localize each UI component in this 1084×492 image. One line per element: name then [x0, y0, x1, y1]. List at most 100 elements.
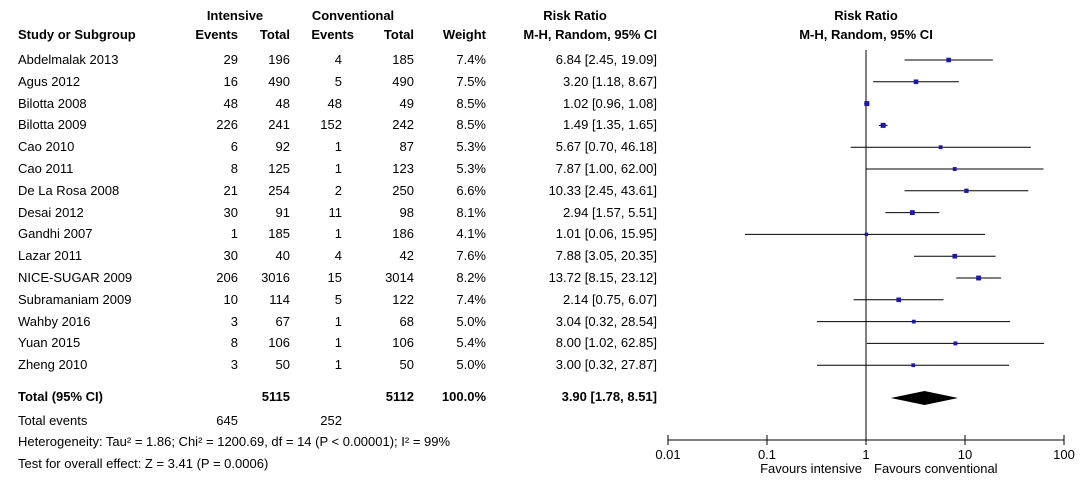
total-conventional: 123: [392, 161, 414, 176]
total-intensive: 114: [269, 291, 290, 307]
total-conventional: 68: [399, 313, 414, 329]
study-name: Yuan 2015: [18, 335, 81, 351]
total-conventional: 250: [392, 182, 414, 198]
weight: 8.5%: [456, 117, 486, 133]
point-estimate: [938, 145, 943, 150]
study-name: Cao 2011: [18, 161, 74, 176]
total-conventional: 185: [392, 52, 414, 67]
total-intensive: 92: [275, 139, 290, 155]
x-tick-label: 100: [1053, 447, 1075, 462]
point-estimate: [909, 210, 915, 216]
events-conventional: 11: [328, 204, 343, 220]
weight: 5.3%: [456, 139, 486, 155]
events-intensive: 6: [230, 139, 238, 155]
total-intensive: 40: [275, 248, 290, 264]
total-label: Total (95% CI): [18, 389, 103, 404]
header-method: M-H, Random, 95% CI: [523, 27, 657, 42]
total-conventional: 490: [392, 73, 414, 89]
total-intensive: 185: [268, 226, 290, 242]
study-name: Agus 2012: [18, 73, 81, 89]
header-intensive: Intensive: [206, 8, 264, 23]
events-conventional: 4: [334, 52, 342, 67]
weight: 4.1%: [456, 226, 486, 242]
study-name: Desai 2012: [18, 204, 84, 220]
total-intensive: 50: [275, 357, 290, 373]
total-intensive-sum: 5115: [261, 389, 290, 404]
header-conventional: Conventional: [311, 8, 395, 23]
events-conventional: 4: [334, 248, 342, 264]
events-intensive: 3: [230, 357, 238, 373]
events-intensive: 206: [216, 270, 238, 285]
events-intensive: 21: [223, 182, 238, 198]
events-conventional: 1: [334, 335, 342, 351]
events-conventional: 5: [334, 291, 342, 307]
study-name: Abdelmalak 2013: [18, 52, 119, 67]
header-method-plot: M-H, Random, 95% CI: [799, 27, 933, 42]
risk-ratio-ci: 3.00 [0.32, 27.87]: [555, 357, 657, 373]
favours-conventional-label: Favours conventional: [874, 461, 998, 476]
weight: 7.5%: [456, 73, 486, 89]
weight: 8.5%: [456, 95, 486, 111]
study-name: Gandhi 2007: [18, 226, 93, 242]
total-intensive: 3016: [261, 270, 290, 285]
study-name: Cao 2010: [18, 139, 75, 155]
total-conventional: 87: [399, 139, 414, 155]
events-conventional: 1: [334, 161, 342, 176]
risk-ratio-ci: 2.94 [1.57, 5.51]: [563, 204, 657, 220]
overall-effect-stats: Test for overall effect: Z = 3.41 (P = 0…: [18, 456, 269, 471]
study-name: NICE-SUGAR 2009: [18, 270, 133, 285]
risk-ratio-ci: 5.67 [0.70, 46.18]: [555, 139, 657, 155]
total-intensive: 254: [268, 182, 290, 198]
point-estimate: [911, 363, 916, 368]
risk-ratio-ci: 8.00 [1.02, 62.85]: [555, 335, 657, 351]
events-conventional: 1: [334, 226, 342, 242]
point-estimate: [946, 57, 951, 63]
point-estimate: [864, 232, 869, 237]
events-intensive: 1: [230, 226, 238, 242]
events-intensive: 16: [223, 73, 238, 89]
total-conventional: 50: [399, 357, 414, 373]
weight: 7.6%: [456, 248, 486, 264]
header-total-1: Total: [259, 27, 290, 42]
point-estimate: [880, 122, 886, 128]
weight: 8.2%: [456, 270, 486, 285]
weight: 5.4%: [456, 335, 486, 351]
heterogeneity-stats: Heterogeneity: Tau² = 1.86; Chi² = 1200.…: [18, 434, 451, 449]
total-conventional: 242: [392, 117, 414, 133]
total-conventional: 122: [392, 291, 414, 307]
header-risk-ratio-table: Risk Ratio: [543, 8, 607, 23]
weight: 5.3%: [456, 161, 486, 176]
events-intensive: 29: [223, 52, 238, 67]
events-conventional: 15: [327, 270, 342, 285]
events-intensive: 30: [223, 204, 238, 220]
weight: 6.6%: [456, 182, 486, 198]
risk-ratio-ci: 6.84 [2.45, 19.09]: [555, 52, 657, 67]
point-estimate: [952, 253, 958, 259]
events-conventional: 2: [334, 182, 342, 198]
total-conventional: 186: [392, 226, 414, 242]
total-intensive: 125: [268, 161, 290, 176]
total-intensive: 91: [275, 204, 290, 220]
total-events-label: Total events: [18, 413, 88, 428]
total-events-conventional: 252: [320, 413, 342, 428]
total-risk-ratio-ci: 3.90 [1.78, 8.51]: [561, 389, 657, 404]
point-estimate: [896, 297, 902, 303]
total-intensive: 241: [268, 117, 290, 133]
study-name: Bilotta 2009: [18, 117, 87, 133]
total-intensive: 196: [268, 52, 290, 67]
header-events-2: Events: [311, 27, 354, 42]
favours-intensive-label: Favours intensive: [760, 461, 862, 476]
weight: 7.4%: [456, 291, 486, 307]
total-conventional: 3014: [385, 270, 414, 285]
study-name: Subramaniam 2009: [18, 291, 132, 307]
weight: 8.1%: [456, 204, 486, 220]
total-conventional: 49: [399, 95, 414, 111]
point-estimate: [953, 341, 958, 346]
risk-ratio-ci: 2.14 [0.75, 6.07]: [563, 291, 657, 307]
x-tick-label: 1: [862, 447, 869, 462]
header-total-2: Total: [383, 27, 414, 42]
events-conventional: 48: [327, 95, 342, 111]
total-intensive: 490: [268, 73, 290, 89]
header-weight: Weight: [442, 27, 486, 42]
